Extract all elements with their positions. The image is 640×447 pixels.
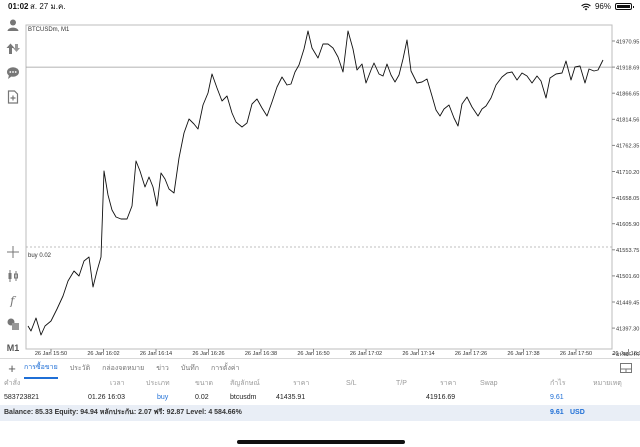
- col-type: ประเภท: [146, 380, 170, 387]
- crosshair-tool[interactable]: [2, 242, 24, 262]
- price-level-label: 41345.15: [616, 353, 639, 357]
- time-label: 26 Jan 17:38: [507, 351, 539, 356]
- tab-trade[interactable]: การซื้อขาย: [24, 358, 58, 379]
- order-symbol: btcusdm: [230, 394, 257, 401]
- time-label: 26 Jan 16:14: [140, 351, 172, 356]
- left-toolbar: f M1: [0, 13, 26, 356]
- candlestick-icon: [8, 270, 18, 282]
- panel-layout-icon[interactable]: [620, 363, 632, 373]
- tab-mailbox[interactable]: กล่องจดหมาย: [102, 364, 145, 372]
- order-ticket: 583723821: [4, 394, 40, 401]
- chart-symbol-label: BTCUSDm, M1: [28, 27, 70, 33]
- account-summary-row: Balance: 85.33 Equity: 94.94 หลักประกัน:…: [0, 405, 640, 421]
- time-label: 26 Jan 18:02: [612, 351, 640, 356]
- time-label: 26 Jan 17:02: [350, 351, 382, 356]
- price-chart[interactable]: 41970.95 41918.69 41866.65 41814.56 41762.35…: [0, 13, 640, 411]
- col-time: เวลา: [110, 380, 125, 387]
- table-row[interactable]: 583723821 01.26 16:03 buy 0.02 btcusdm 4…: [0, 391, 640, 405]
- status-right: 96%: [581, 0, 634, 13]
- col-tp: T/P: [396, 380, 407, 387]
- col-volume: ขนาด: [195, 380, 214, 387]
- user-icon: [7, 19, 19, 31]
- time-label: 26 Jan 16:02: [87, 351, 119, 356]
- tab-settings[interactable]: การตั้งค่า: [210, 364, 240, 372]
- col-symbol: สัญลักษณ์: [230, 380, 260, 387]
- shapes-icon: [7, 318, 19, 330]
- price-level-label: 41866.65: [616, 92, 639, 98]
- account-tool[interactable]: [2, 15, 24, 35]
- home-indicator: [237, 440, 405, 444]
- price-level-label: 41605.90: [616, 222, 639, 228]
- order-open-price: 41435.91: [276, 394, 306, 401]
- trade-tool[interactable]: [2, 39, 24, 59]
- col-profit: กำไร: [550, 380, 566, 387]
- buy-order-label: buy 0.02: [28, 253, 52, 259]
- new-document-tool[interactable]: [2, 87, 24, 107]
- status-time: 01:02: [8, 2, 29, 11]
- account-summary: Balance: 85.33 Equity: 94.94 หลักประกัน:…: [4, 409, 242, 416]
- time-label: 26 Jan 17:14: [402, 351, 434, 356]
- time-label: 26 Jan 16:50: [297, 351, 329, 356]
- positions-table: คำสั่ง เวลา ประเภท ขนาด สัญลักษณ์ ราคา S…: [0, 377, 640, 421]
- order-current-price: 41916.69: [426, 394, 456, 401]
- add-icon[interactable]: +: [8, 360, 16, 376]
- battery-icon: [615, 3, 634, 10]
- objects-tool[interactable]: [2, 314, 24, 334]
- order-type: buy: [157, 394, 169, 401]
- chat-tool[interactable]: [2, 63, 24, 83]
- price-level-label: 41710.20: [616, 170, 639, 176]
- tab-history[interactable]: ประวัติ: [69, 364, 91, 372]
- col-sl: S/L: [346, 380, 357, 387]
- time-label: 26 Jan 17:50: [560, 351, 592, 356]
- time-label: 26 Jan 17:26: [455, 351, 487, 356]
- trade-arrows-icon: [6, 43, 20, 54]
- price-level-label: 41814.56: [616, 118, 639, 124]
- status-bar: 01:02 ส. 27 ม.ค. 96%: [0, 0, 640, 13]
- order-time: 01.26 16:03: [88, 394, 125, 401]
- terminal-tabs: + การซื้อขาย ประวัติ กล่องจดหมาย ข่าว บั…: [0, 358, 640, 379]
- chart-canvas[interactable]: 41970.95 41918.69 41866.65 41814.56 41762.35…: [0, 13, 640, 411]
- time-label: 26 Jan 16:26: [192, 351, 224, 356]
- price-level-label: 41658.05: [616, 196, 639, 202]
- indicators-tool[interactable]: f: [2, 290, 24, 310]
- summary-currency: USD: [570, 409, 585, 416]
- price-level-label: 41918.69: [616, 65, 639, 71]
- col-price: ราคา: [293, 380, 310, 387]
- chat-icon: [7, 67, 19, 79]
- price-level-label: 41449.45: [616, 300, 639, 306]
- price-line: [27, 30, 604, 336]
- order-volume: 0.02: [195, 394, 209, 401]
- document-plus-icon: [7, 90, 19, 104]
- timeframe-button[interactable]: M1: [6, 343, 20, 353]
- svg-text:f: f: [9, 294, 17, 307]
- price-level-label: 41553.75: [616, 248, 639, 254]
- battery-percent: 96%: [594, 2, 611, 11]
- chart-type-tool[interactable]: [2, 266, 24, 286]
- wifi-icon: [581, 3, 591, 10]
- plot-frame: [25, 24, 613, 350]
- order-profit: 9.61: [550, 394, 564, 401]
- col-swap: Swap: [480, 380, 498, 387]
- col-current-price: ราคา: [440, 380, 457, 387]
- price-level-label: 41762.35: [616, 144, 639, 150]
- col-ticket: คำสั่ง: [4, 380, 21, 387]
- col-comment: หมายเหตุ: [593, 380, 622, 387]
- tab-news[interactable]: ข่าว: [156, 364, 169, 372]
- table-header: คำสั่ง เวลา ประเภท ขนาด สัญลักษณ์ ราคา S…: [0, 377, 640, 391]
- tab-journal[interactable]: บันทึก: [180, 364, 199, 372]
- summary-profit: 9.61: [550, 409, 564, 416]
- status-date: ส. 27 ม.ค.: [30, 2, 66, 11]
- price-level-label: 41501.60: [616, 274, 639, 280]
- price-level-label: 41397.30: [616, 326, 639, 332]
- time-label: 26 Jan 15:50: [35, 351, 67, 356]
- time-label: 26 Jan 16:38: [245, 351, 277, 356]
- crosshair-icon: [7, 246, 19, 258]
- function-icon: f: [9, 294, 17, 307]
- price-level-label: 41970.95: [616, 39, 639, 45]
